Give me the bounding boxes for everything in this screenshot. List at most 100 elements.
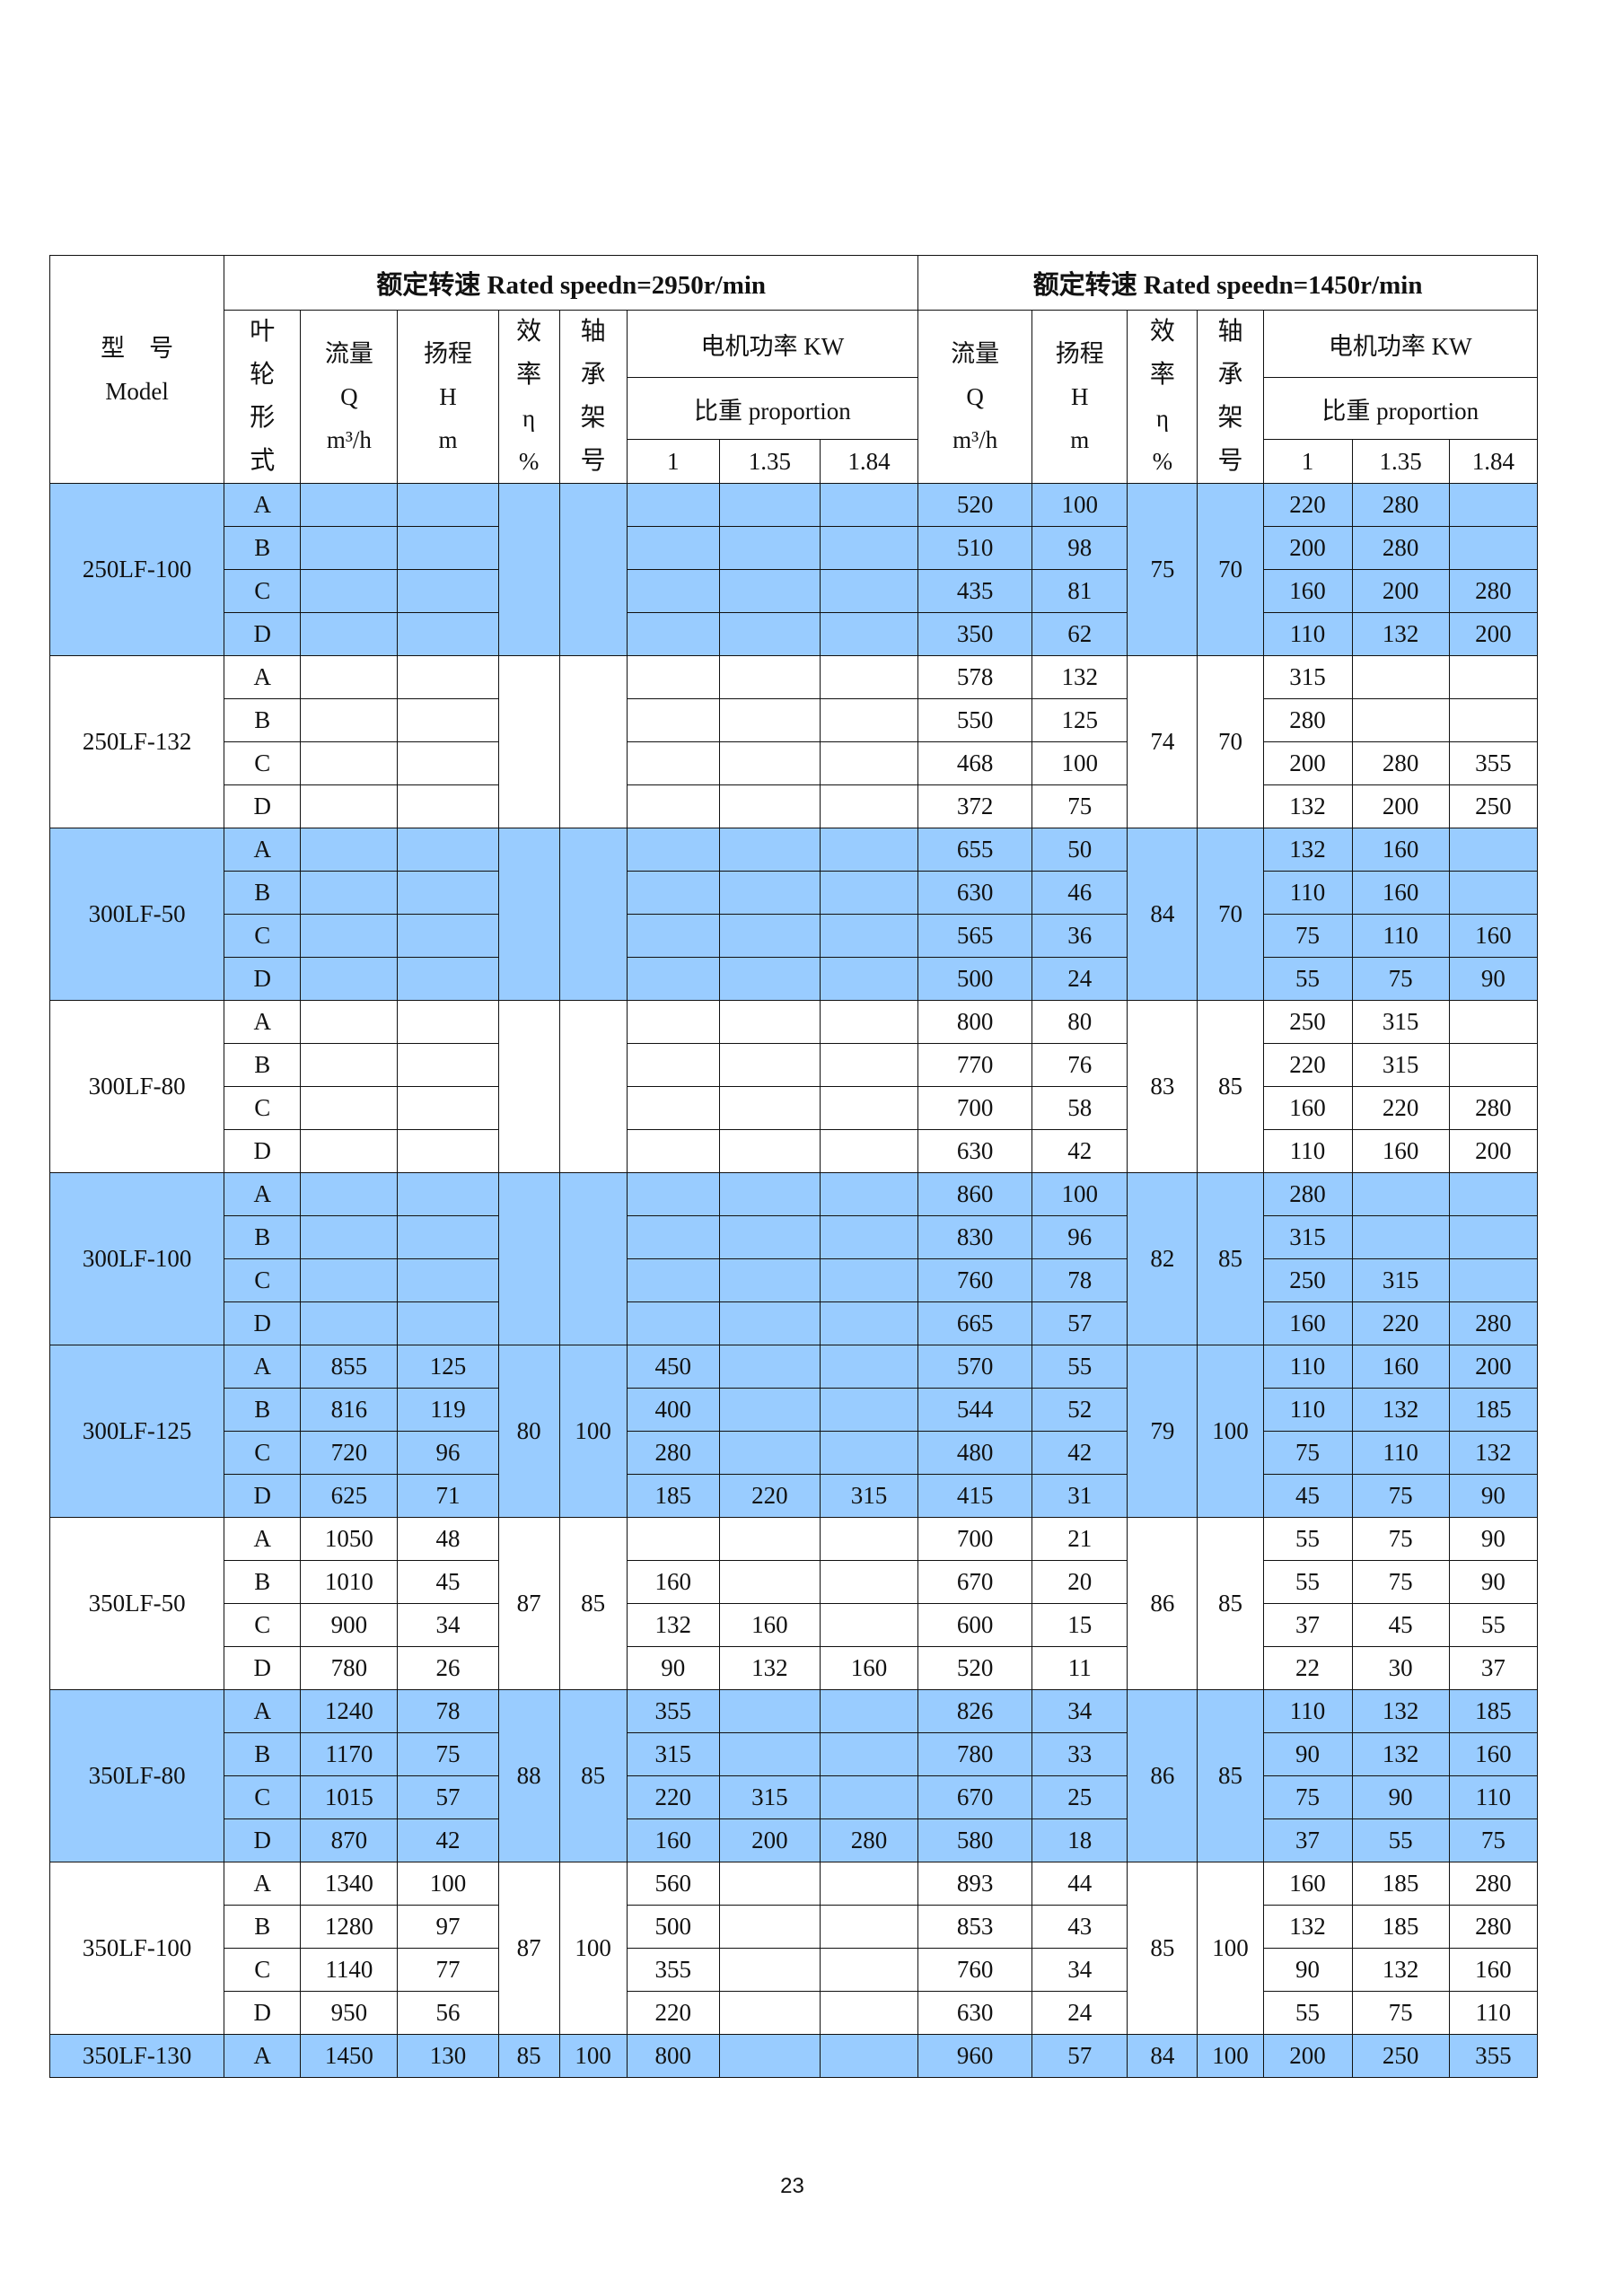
power-2950-cell: 560 <box>626 1862 720 1906</box>
head-2950-cell: 125 <box>397 1345 499 1389</box>
head-2950-cell <box>397 1172 499 1216</box>
eff-header-1450: 效率 η% <box>1127 310 1198 484</box>
bearing-1450-cell: 85 <box>1197 1172 1264 1345</box>
head-1450-cell: 24 <box>1031 957 1128 1001</box>
power-2950-cell <box>819 871 919 915</box>
bearing-2950-cell <box>558 1000 628 1173</box>
power-2950-cell <box>626 828 720 872</box>
head-2950-cell: 119 <box>397 1388 499 1432</box>
flow-2950-cell <box>300 828 399 872</box>
table-row: C 700 58 160 220 280 <box>50 1086 1539 1130</box>
flow-2950-cell: 900 <box>300 1603 399 1647</box>
impeller-cell: A <box>224 1517 302 1561</box>
head-unit: m <box>438 426 458 453</box>
head-2950-cell <box>397 526 499 570</box>
power-1450-cell: 315 <box>1262 655 1353 699</box>
head-2950-cell: 57 <box>397 1775 499 1819</box>
power-2950-cell: 160 <box>819 1646 919 1690</box>
head-1450-cell: 36 <box>1031 914 1128 958</box>
flow-2950-cell <box>300 1129 399 1173</box>
power-1450-cell <box>1351 655 1450 699</box>
power-2950-cell <box>819 828 919 872</box>
power-1450-cell: 90 <box>1448 1517 1539 1561</box>
impeller-cell: D <box>224 1991 302 2035</box>
head-label: 扬程 <box>1055 340 1104 367</box>
power-2950-cell <box>819 698 919 742</box>
power-2950-cell <box>819 1517 919 1561</box>
model-cell: 300LF-100 <box>48 1172 225 1345</box>
flow-2950-cell: 855 <box>300 1345 399 1389</box>
impeller-cell: A <box>224 2034 302 2078</box>
impeller-header: 叶轮形式 <box>224 310 302 484</box>
head-1450-cell: 80 <box>1031 1000 1128 1044</box>
flow-1450-cell: 480 <box>917 1431 1033 1475</box>
power-2950-cell: 450 <box>626 1345 720 1389</box>
flow-1450-cell: 853 <box>917 1905 1033 1949</box>
power-1450-cell: 132 <box>1262 784 1353 828</box>
flow-2950-cell <box>300 1215 399 1259</box>
power-1450-cell: 220 <box>1262 483 1353 527</box>
impeller-cell: B <box>224 1215 302 1259</box>
flow-1450-cell: 500 <box>917 957 1033 1001</box>
flow-2950-cell <box>300 1301 399 1345</box>
power-1450-cell: 280 <box>1262 1172 1353 1216</box>
impeller-cell: C <box>224 914 302 958</box>
table-row: B 1280 97 500 853 43 132 185 280 <box>50 1905 1539 1949</box>
flow-1450-cell: 550 <box>917 698 1033 742</box>
head-2950-cell: 34 <box>397 1603 499 1647</box>
power-2950-cell: 400 <box>626 1388 720 1432</box>
impeller-cell: A <box>224 483 302 527</box>
power-2950-cell: 355 <box>626 1689 720 1733</box>
power-2950-cell <box>819 2034 919 2078</box>
power-2950-cell: 280 <box>819 1818 919 1862</box>
power-2950-cell <box>626 914 720 958</box>
table-row: C 468 100 200 280 355 <box>50 741 1539 785</box>
eff-1450-cell: 75 <box>1127 483 1198 656</box>
table-row: B 630 46 110 160 <box>50 871 1539 915</box>
power-1450-cell: 160 <box>1351 871 1450 915</box>
power-1450-cell: 185 <box>1351 1862 1450 1906</box>
head-1450-cell: 100 <box>1031 483 1128 527</box>
power-1450-cell: 75 <box>1262 1775 1353 1819</box>
flow-1450-cell: 770 <box>917 1043 1033 1087</box>
impeller-cell: D <box>224 1301 302 1345</box>
flow-2950-cell <box>300 612 399 656</box>
table-row: B 1170 75 315 780 33 90 132 160 <box>50 1732 1539 1776</box>
power-1450-cell: 200 <box>1262 526 1353 570</box>
flow-unit: m³/h <box>952 426 998 453</box>
table-row: B 1010 45 160 670 20 55 75 90 <box>50 1560 1539 1604</box>
head-1450-cell: 100 <box>1031 1172 1128 1216</box>
flow-1450-cell: 520 <box>917 483 1033 527</box>
flow-2950-cell: 950 <box>300 1991 399 2035</box>
table-row: D 665 57 160 220 280 <box>50 1301 1539 1345</box>
flow-label: 流量 <box>324 340 373 367</box>
flow-2950-cell: 1010 <box>300 1560 399 1604</box>
flow-1450-cell: 700 <box>917 1086 1033 1130</box>
power-2950-cell <box>718 1043 821 1087</box>
eff-1450-cell: 84 <box>1127 828 1198 1001</box>
proportion-header-1450: 比重 proportion <box>1262 377 1538 441</box>
eff-2950-cell <box>497 655 560 828</box>
power-2950-cell <box>718 1258 821 1302</box>
sg-184-2950: 1.84 <box>819 439 919 484</box>
impeller-cell: D <box>224 612 302 656</box>
power-1450-cell: 132 <box>1448 1431 1539 1475</box>
power-2950-cell <box>718 1560 821 1604</box>
eff-2950-cell <box>497 1172 560 1345</box>
power-1450-cell: 200 <box>1448 1129 1539 1173</box>
power-2950-cell <box>819 1301 919 1345</box>
eff-sym: η <box>1155 405 1169 432</box>
bearing-2950-cell <box>558 1172 628 1345</box>
power-2950-cell <box>819 1732 919 1776</box>
power-2950-cell <box>819 1560 919 1604</box>
motor-power-header-1450: 电机功率 KW <box>1262 309 1538 379</box>
power-1450-cell: 55 <box>1262 957 1353 1001</box>
impeller-cell: C <box>224 1086 302 1130</box>
flow-2950-cell <box>300 526 399 570</box>
power-1450-cell: 110 <box>1262 1388 1353 1432</box>
flow-2950-cell <box>300 1000 399 1044</box>
power-1450-cell: 132 <box>1351 1689 1450 1733</box>
sg-135-2950: 1.35 <box>718 439 821 484</box>
flow-1450-cell: 655 <box>917 828 1033 872</box>
